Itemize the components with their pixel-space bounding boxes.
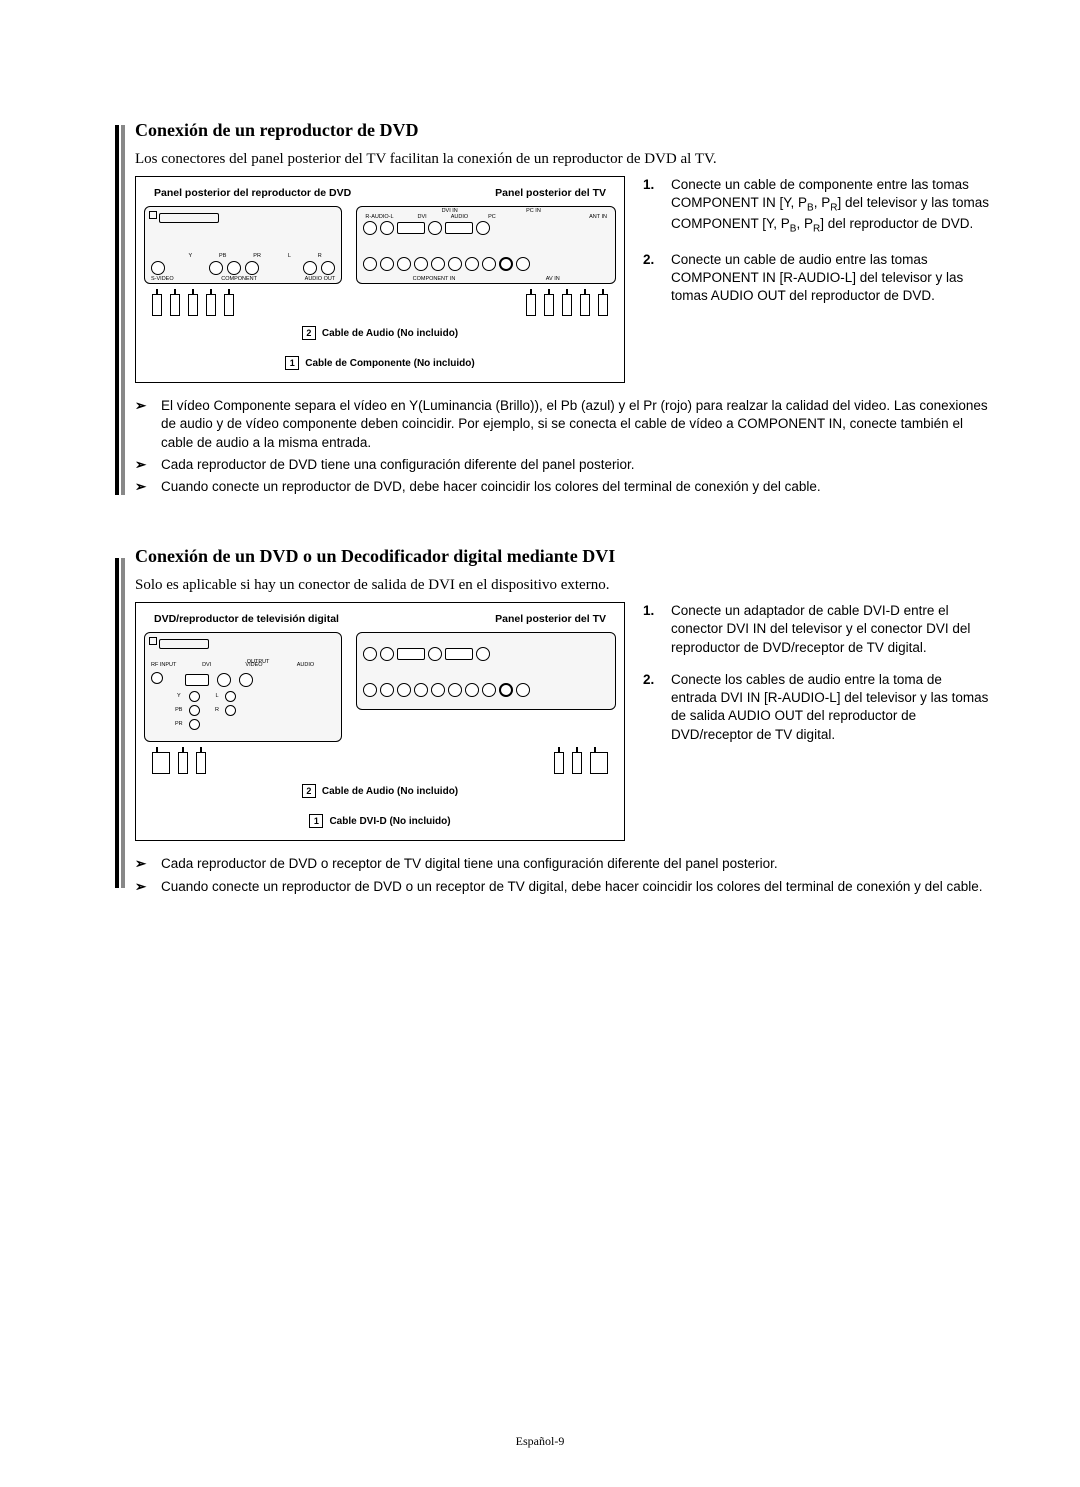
step-text: Conecte los cables de audio entre la tom… — [671, 671, 990, 744]
section2-steps: 1. Conecte un adaptador de cable DVI-D e… — [643, 602, 990, 841]
note-arrow-icon: ➢ — [135, 855, 151, 873]
cable-num-1: 1 — [285, 356, 299, 370]
step-num: 1. — [643, 176, 661, 237]
cable-component-label: Cable de Componente (No incluido) — [305, 358, 474, 369]
note-arrow-icon: ➢ — [135, 397, 151, 452]
section1-intro: Los conectores del panel posterior del T… — [135, 151, 990, 168]
dvd-panel-label: Panel posterior del reproductor de DVD — [154, 187, 351, 200]
section2-notes: ➢Cada reproductor de DVD o receptor de T… — [135, 855, 990, 895]
dvd-rear-panel: Y PB PR L R S-VIDEO COMPONENT AUDIO OUT — [144, 206, 342, 284]
stb-panel-label: DVD/reproductor de televisión digital — [154, 613, 339, 626]
tv-rear-panel-2 — [356, 632, 616, 710]
section1-diagram: Panel posterior del reproductor de DVD P… — [135, 176, 625, 383]
cable-dvid-label: Cable DVI-D (No incluido) — [329, 816, 450, 827]
step-text: Conecte un adaptador de cable DVI-D entr… — [671, 602, 990, 657]
tv-panel-label: Panel posterior del TV — [495, 187, 606, 200]
stb-rear-panel: OUTPUT DVI VIDEO AUDIO RF INPUT — [144, 632, 342, 742]
section2-left-bars — [115, 558, 127, 888]
section1-left-bars — [115, 125, 127, 495]
note-arrow-icon: ➢ — [135, 456, 151, 474]
note-arrow-icon: ➢ — [135, 878, 151, 896]
section2-intro: Solo es aplicable si hay un conector de … — [135, 577, 990, 594]
step-text: Conecte un cable de audio entre las toma… — [671, 251, 990, 306]
section1-notes: ➢El vídeo Componente separa el vídeo en … — [135, 397, 990, 496]
section2-diagram: DVD/reproductor de televisión digital Pa… — [135, 602, 625, 841]
step-num: 2. — [643, 251, 661, 306]
page-footer: Español-9 — [0, 1434, 1080, 1449]
section-dvd: Conexión de un reproductor de DVD Los co… — [115, 120, 990, 496]
note-arrow-icon: ➢ — [135, 478, 151, 496]
cable-num-2: 2 — [302, 326, 316, 340]
cable-num-2b: 2 — [302, 784, 316, 798]
step-text: Conecte un cable de componente entre las… — [671, 176, 990, 237]
step-num: 1. — [643, 602, 661, 657]
cable-num-1b: 1 — [309, 814, 323, 828]
tv-panel-label-2: Panel posterior del TV — [495, 613, 606, 626]
section2-title: Conexión de un DVD o un Decodificador di… — [135, 546, 990, 567]
cable-audio-label: Cable de Audio (No incluido) — [322, 328, 458, 339]
section1-steps: 1. Conecte un cable de componente entre … — [643, 176, 990, 383]
section-dvi: Conexión de un DVD o un Decodificador di… — [115, 546, 990, 896]
section1-title: Conexión de un reproductor de DVD — [135, 120, 990, 141]
tv-rear-panel: DVI IN PC IN R-AUDIO-L DVI AUDIO — [356, 206, 616, 284]
step-num: 2. — [643, 671, 661, 744]
cable-audio-label-2: Cable de Audio (No incluido) — [322, 786, 458, 797]
